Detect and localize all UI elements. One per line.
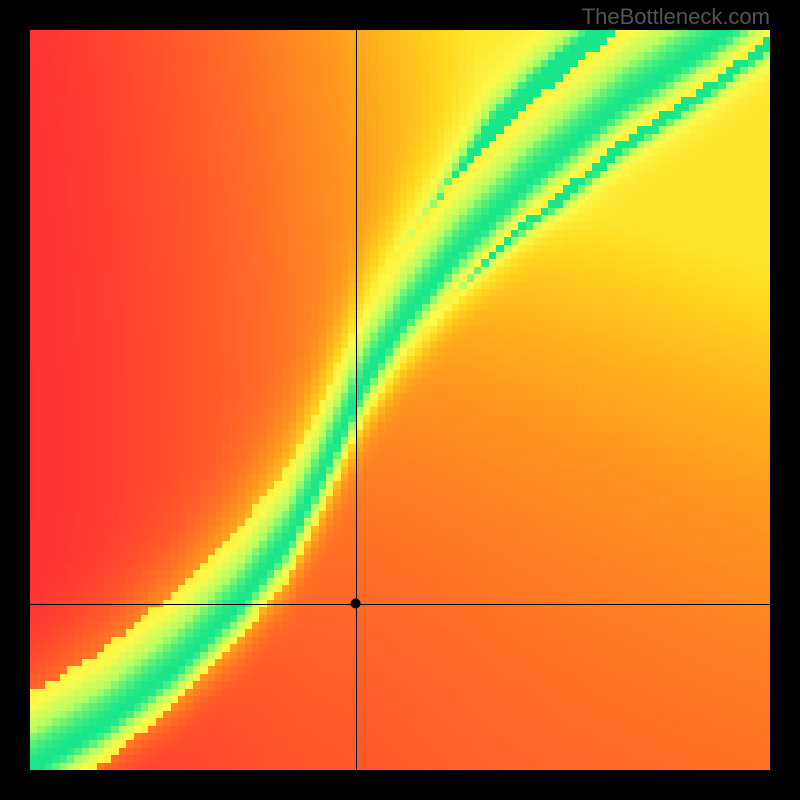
chart-container: TheBottleneck.com — [0, 0, 800, 800]
bottleneck-heatmap — [30, 30, 770, 770]
watermark-text: TheBottleneck.com — [582, 4, 770, 30]
